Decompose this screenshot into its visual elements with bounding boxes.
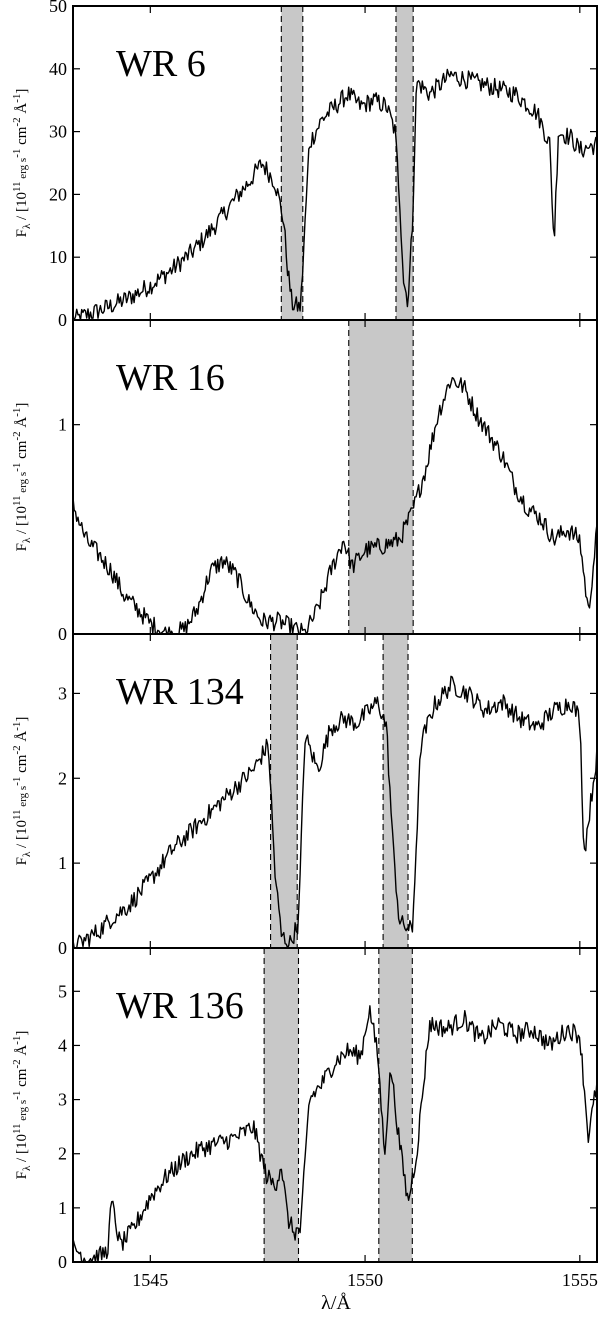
absorption-band-2 [395, 6, 414, 320]
absorption-band-1 [348, 320, 414, 634]
y-tick-label: 2 [58, 1144, 67, 1164]
y-tick-label: 1 [58, 415, 67, 435]
absorption-band-1 [270, 634, 298, 948]
x-tick-label: 1555 [562, 1270, 598, 1290]
y-tick-label: 50 [49, 0, 67, 16]
panel-1: 0 10 20 30 40 50 WR 6 Fλ / [1011 erg s-1 cm-2 Å… [11, 0, 598, 330]
panel-4: 0 1 2 3 4 5 WR 136 Fλ / [1011 erg s-1 cm-2 Å-1] [11, 947, 598, 1272]
panel-2: 0 1 WR 16 Fλ / [1011 erg s-1 cm-2 Å-1] [11, 319, 598, 644]
y-tick-label: 1 [58, 1198, 67, 1218]
y-tick-label: 5 [58, 981, 67, 1001]
y-axis-label: Fλ / [1011 erg s-1 cm-2 Å-1] [11, 89, 33, 238]
spectrum-line [72, 377, 598, 635]
x-axis: 1545 1550 1555 [132, 1270, 598, 1290]
x-tick-label: 1550 [347, 1270, 383, 1290]
y-axis-label: Fλ / [1011 erg s-1 cm-2 Å-1] [11, 403, 33, 552]
x-tick-label: 1545 [132, 1270, 168, 1290]
y-tick-label: 0 [58, 310, 67, 330]
y-tick-label: 0 [58, 938, 67, 958]
y-tick-label: 0 [58, 624, 67, 644]
absorption-band-1 [281, 6, 303, 320]
y-tick-label: 2 [58, 768, 67, 788]
y-tick-label: 3 [58, 683, 67, 703]
star-label: WR 16 [116, 357, 225, 399]
y-tick-label: 1 [58, 853, 67, 873]
panel-3: 0 1 2 3 WR 134 Fλ / [1011 erg s-1 cm-2 Å-1] [11, 633, 598, 958]
star-label: WR 136 [116, 985, 244, 1027]
absorption-band-1 [264, 948, 299, 1262]
spectrum-line [72, 1005, 598, 1263]
x-axis-label: λ/Å [321, 1292, 351, 1314]
y-axis-label: Fλ / [1011 erg s-1 cm-2 Å-1] [11, 1031, 33, 1180]
y-tick-label: 10 [49, 247, 67, 267]
star-label: WR 134 [116, 671, 244, 713]
y-tick-label: 20 [49, 184, 67, 204]
y-axis-label: Fλ / [1011 erg s-1 cm-2 Å-1] [11, 717, 33, 866]
absorption-band-2 [383, 634, 409, 948]
y-tick-label: 40 [49, 59, 67, 79]
spectrum-line [72, 68, 598, 321]
y-tick-label: 3 [58, 1090, 67, 1110]
y-tick-label: 0 [58, 1252, 67, 1272]
y-tick-label: 4 [58, 1035, 67, 1055]
absorption-band-2 [378, 948, 413, 1262]
spectrum-line [72, 675, 598, 949]
panel-frame [72, 947, 598, 1263]
star-label: WR 6 [116, 43, 206, 85]
y-tick-label: 30 [49, 122, 67, 142]
